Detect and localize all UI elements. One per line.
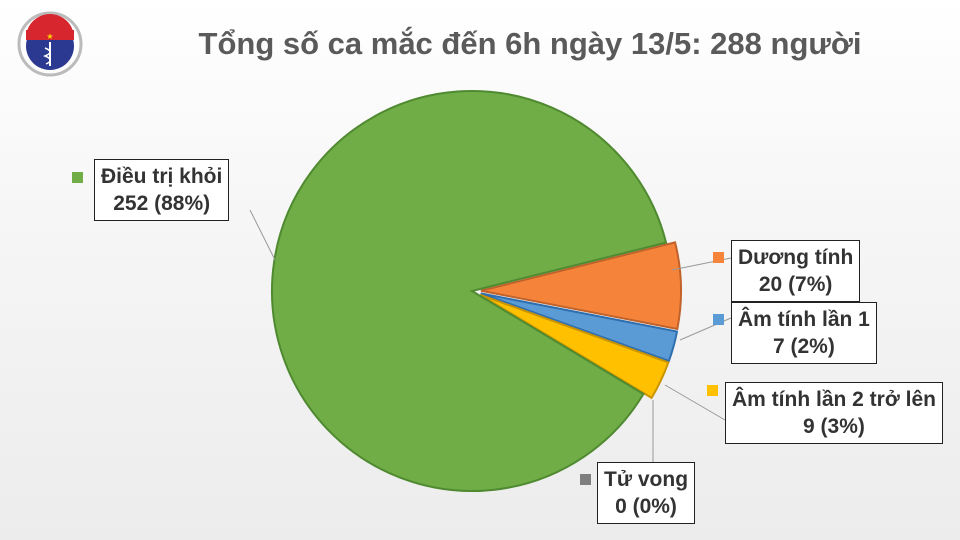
legend-key-blue	[713, 314, 724, 325]
label-dieu-tri-khoi: Điều trị khỏi 252 (88%)	[94, 159, 230, 221]
label-tu-vong: Tử vong 0 (0%)	[597, 462, 696, 524]
label-am-tinh-lan-2: Âm tính lần 2 trở lên 9 (3%)	[725, 382, 943, 444]
legend-key-orange	[713, 252, 724, 263]
pie-slice-1	[480, 292, 679, 363]
slice-name: Tử vong	[604, 468, 689, 491]
pie-slice-2	[479, 293, 670, 400]
slice-name: Dương tính	[738, 246, 854, 269]
slice-name: Âm tính lần 1	[738, 308, 870, 331]
slice-value: 252 (88%)	[113, 192, 211, 215]
slice-value: 7 (2%)	[773, 335, 835, 358]
legend-key-green	[72, 172, 83, 183]
leader-line-0	[249, 209, 276, 261]
chart-title: Tổng số ca mắc đến 6h ngày 13/5: 288 ngư…	[198, 26, 862, 61]
slice-value: 0 (0%)	[615, 495, 677, 518]
slice-value: 20 (7%)	[758, 273, 833, 296]
label-am-tinh-lan-1: Âm tính lần 1 7 (2%)	[731, 302, 877, 364]
legend-key-yellow	[707, 385, 718, 396]
legend-key-gray	[580, 474, 591, 485]
slice-value: 9 (3%)	[803, 415, 865, 438]
slice-name: Điều trị khỏi	[101, 165, 223, 188]
pie-slice-4	[271, 90, 668, 492]
leader-line-3	[664, 384, 726, 421]
pie-slice-0	[480, 241, 682, 331]
ministry-of-health-logo: ★	[17, 11, 83, 77]
svg-text:★: ★	[46, 32, 53, 41]
slice-name: Âm tính lần 2 trở lên	[732, 388, 936, 411]
label-duong-tinh: Dương tính 20 (7%)	[731, 240, 861, 302]
